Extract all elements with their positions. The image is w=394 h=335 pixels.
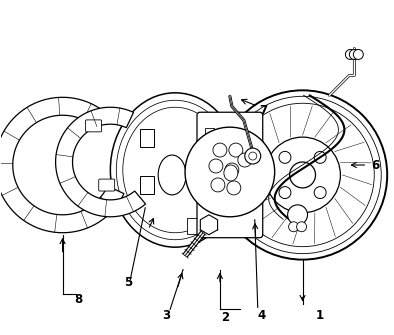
Ellipse shape: [224, 165, 238, 181]
Circle shape: [249, 152, 257, 160]
Circle shape: [209, 159, 223, 173]
Circle shape: [289, 222, 299, 232]
Circle shape: [353, 50, 363, 59]
FancyBboxPatch shape: [85, 120, 102, 132]
Circle shape: [288, 205, 308, 225]
Circle shape: [314, 187, 326, 199]
Text: 3: 3: [162, 309, 170, 322]
Circle shape: [346, 50, 355, 59]
Circle shape: [297, 222, 307, 232]
Circle shape: [213, 143, 227, 157]
Text: 8: 8: [74, 293, 83, 306]
Circle shape: [185, 127, 275, 217]
Circle shape: [279, 151, 291, 163]
Bar: [140, 129, 154, 147]
Circle shape: [225, 163, 239, 177]
Circle shape: [279, 187, 291, 199]
Text: 2: 2: [221, 311, 229, 324]
Circle shape: [227, 181, 241, 195]
Circle shape: [238, 153, 252, 167]
Circle shape: [218, 90, 387, 260]
Bar: [205, 200, 214, 209]
Text: 4: 4: [258, 309, 266, 322]
Text: 7: 7: [260, 104, 268, 117]
Text: 1: 1: [316, 309, 323, 322]
Bar: [187, 218, 197, 234]
Circle shape: [349, 50, 359, 59]
Circle shape: [290, 162, 316, 188]
Ellipse shape: [110, 93, 240, 247]
Circle shape: [265, 137, 340, 213]
FancyBboxPatch shape: [197, 112, 263, 238]
Circle shape: [229, 143, 243, 157]
Circle shape: [211, 178, 225, 192]
Polygon shape: [200, 215, 217, 235]
Bar: [140, 176, 154, 194]
Text: 6: 6: [371, 158, 379, 172]
Circle shape: [245, 148, 261, 164]
FancyBboxPatch shape: [99, 179, 115, 191]
Text: 5: 5: [124, 276, 132, 289]
Circle shape: [314, 151, 326, 163]
Bar: [205, 128, 214, 137]
Polygon shape: [56, 107, 145, 217]
Polygon shape: [0, 97, 124, 233]
Ellipse shape: [158, 155, 186, 195]
